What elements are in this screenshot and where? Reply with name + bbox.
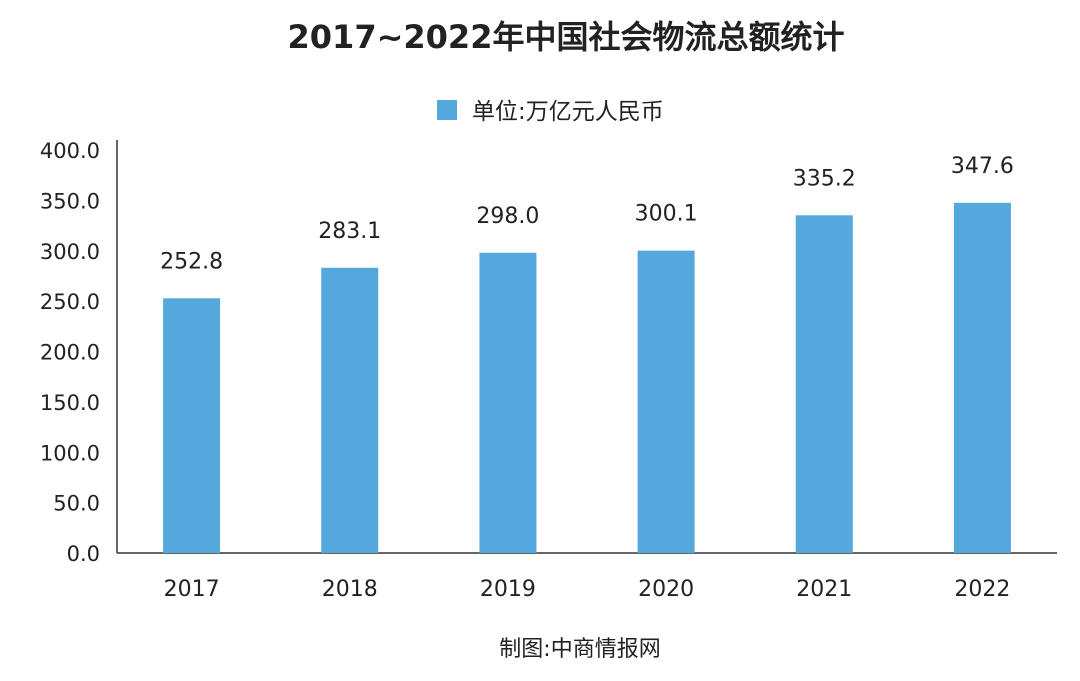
bar-2017 [163,298,221,553]
y-tick-label: 300.0 [40,240,100,264]
bar-2019 [479,252,537,553]
y-tick-label: 100.0 [40,441,100,465]
legend-label: 单位:万亿元人民币 [472,99,664,125]
bar-2018 [321,267,379,553]
x-tick-label: 2018 [322,577,378,602]
y-tick-label: 200.0 [40,341,100,365]
data-label: 335.2 [793,166,856,191]
bar-2020 [637,250,695,554]
x-tick-label: 2020 [638,577,694,602]
bar-2022 [953,202,1011,553]
y-tick-label: 0.0 [67,542,100,566]
data-label: 300.1 [635,202,698,227]
data-label: 252.8 [160,249,223,274]
bar-2021 [795,215,853,553]
x-tick-label: 2019 [480,577,536,602]
chart-title: 2017~2022年中国社会物流总额统计 [288,18,845,56]
x-tick-label: 2021 [796,577,852,602]
y-tick-label: 250.0 [40,290,100,314]
data-label: 347.6 [951,154,1014,179]
x-tick-label: 2017 [164,577,220,602]
y-tick-label: 400.0 [40,139,100,163]
y-tick-label: 50.0 [53,492,100,516]
x-tick-label: 2022 [954,577,1010,602]
legend-swatch [437,100,457,120]
source-note: 制图:中商情报网 [499,637,660,662]
data-label: 298.0 [476,204,539,229]
y-tick-label: 150.0 [40,391,100,415]
y-tick-label: 350.0 [40,189,100,213]
data-label: 283.1 [318,219,381,244]
